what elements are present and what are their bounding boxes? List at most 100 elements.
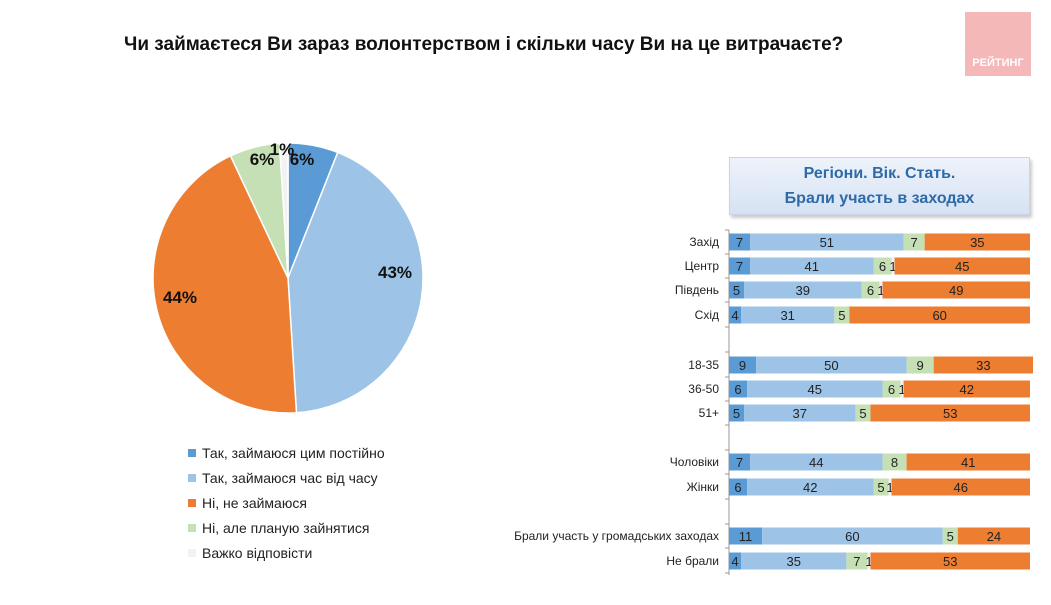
bar-segment (867, 552, 871, 570)
bar-value-label: 24 (987, 529, 1001, 544)
bar-value-label: 39 (796, 283, 810, 298)
bar-value-label: 45 (955, 259, 969, 274)
bar-segment (747, 478, 874, 496)
category-label: Не брали (666, 554, 719, 568)
bar-value-label: 37 (793, 406, 807, 421)
bar-segment (729, 257, 751, 275)
bar-segment (957, 527, 1030, 545)
legend-swatch (188, 548, 196, 557)
bar-segment (750, 453, 883, 471)
bar-segment (882, 281, 1030, 299)
legend-swatch (188, 523, 196, 532)
bar-value-label: 7 (736, 235, 743, 250)
bar-segment (942, 527, 958, 545)
bar-segment (924, 233, 1030, 251)
bar-segment (906, 453, 1030, 471)
pie-slice (287, 151, 424, 414)
category-label: Жінки (687, 480, 719, 494)
bar-value-label: 5 (733, 406, 740, 421)
bar-value-label: 49 (949, 283, 963, 298)
legend-item: Ні, але планую зайнятися (188, 515, 385, 540)
bar-segment (729, 552, 742, 570)
bar-value-label: 4 (731, 308, 738, 323)
pie-label: 44% (163, 288, 197, 307)
category-label: Захід (689, 235, 719, 249)
bar-value-label: 7 (910, 235, 917, 250)
category-label: 51+ (699, 406, 719, 420)
bar-value-label: 53 (943, 554, 957, 569)
bar-value-label: 7 (736, 455, 743, 470)
bar-value-label: 41 (805, 259, 819, 274)
header-line-2: Брали участь в заходах (784, 190, 975, 207)
pie-slice (278, 142, 289, 279)
bar-value-label: 7 (853, 554, 860, 569)
legend-swatch (188, 498, 196, 507)
bar-value-label: 5 (733, 283, 740, 298)
bar-value-label: 1 (865, 554, 872, 569)
bar-value-label: 8 (891, 455, 898, 470)
bar-segment (729, 356, 757, 374)
bar-segment (846, 552, 868, 570)
bar-segment (729, 380, 748, 398)
bar-value-label: 9 (739, 358, 746, 373)
bar-value-label: 60 (845, 529, 859, 544)
bar-segment (750, 257, 874, 275)
bar-value-label: 1 (886, 480, 893, 495)
bar-segment (729, 306, 742, 324)
category-label: 36-50 (688, 382, 719, 396)
bar-value-label: 1 (877, 283, 884, 298)
legend-label: Ні, але планую зайнятися (202, 519, 370, 536)
bar-segment (747, 380, 883, 398)
bar-segment (870, 552, 1030, 570)
legend-label: Так, займаюся час від часу (202, 469, 378, 486)
bar-value-label: 60 (932, 308, 946, 323)
bar-segment (729, 478, 748, 496)
category-label: Схід (695, 308, 719, 322)
bar-segment (873, 478, 889, 496)
bar-segment (891, 478, 1030, 496)
bar-segment (882, 453, 907, 471)
bar-value-label: 6 (879, 259, 886, 274)
bar-value-label: 5 (877, 480, 884, 495)
bar-value-label: 5 (838, 308, 845, 323)
category-label: Чоловіки (670, 455, 719, 469)
bar-segment (729, 453, 751, 471)
bar-segment (744, 281, 862, 299)
bar-segment (756, 356, 907, 374)
bar-value-label: 6 (734, 382, 741, 397)
bar-segment (762, 527, 943, 545)
bar-value-label: 1 (889, 259, 896, 274)
legend-label: Ні, не займаюся (202, 494, 307, 511)
bar-value-label: 1 (898, 382, 905, 397)
bar-segment (750, 233, 904, 251)
bar-value-label: 6 (734, 480, 741, 495)
chart-title: Чи займаєтеся Ви зараз волонтерством і с… (124, 34, 844, 55)
category-label: Центр (685, 259, 720, 273)
bar-segment (861, 281, 880, 299)
bar-segment (879, 281, 883, 299)
pie-legend: Так, займаюся цим постійно Так, займаюся … (188, 440, 385, 565)
legend-item: Ні, не займаюся (188, 490, 385, 515)
bar-value-label: 35 (970, 235, 984, 250)
bar-segment (906, 356, 934, 374)
bar-value-label: 41 (961, 455, 975, 470)
bar-segment (834, 306, 850, 324)
legend-item: Так, займаюся цим постійно (188, 440, 385, 465)
bar-chart-header: Регіони. Вік. Стать. Брали участь в захо… (729, 157, 1030, 215)
legend-swatch (188, 473, 196, 482)
pie-label: 43% (378, 263, 412, 282)
bar-value-label: 9 (917, 358, 924, 373)
legend-swatch (188, 448, 196, 457)
bar-value-label: 6 (888, 382, 895, 397)
pie-label: 6% (250, 150, 275, 169)
bar-segment (894, 257, 1030, 275)
bar-segment (891, 257, 895, 275)
bar-segment (741, 306, 835, 324)
bar-segment (744, 404, 856, 422)
bar-segment (729, 281, 745, 299)
bar-value-label: 50 (824, 358, 838, 373)
bar-segment (882, 380, 901, 398)
bar-value-label: 46 (954, 480, 968, 495)
